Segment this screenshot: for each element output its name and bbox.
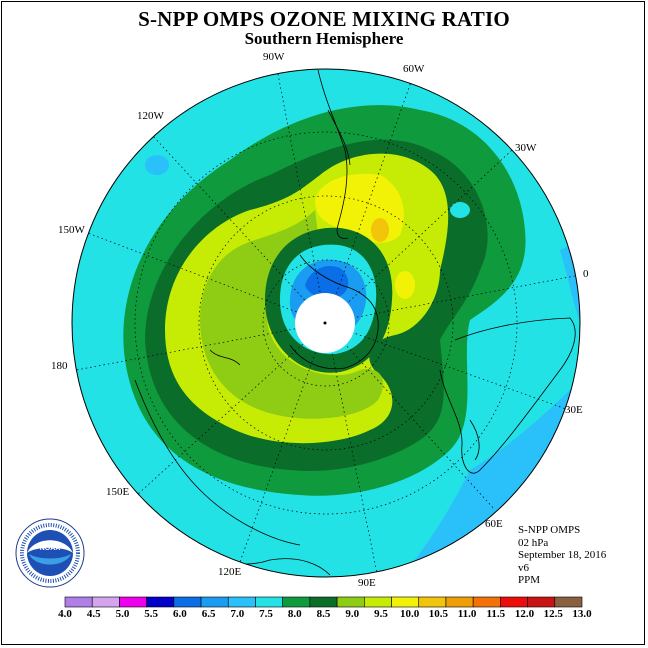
noaa-logo	[15, 518, 85, 588]
colorbar-tick-label: 8.0	[287, 608, 302, 620]
colorbar-tick-label: 4.5	[86, 608, 101, 620]
info-version: v6	[518, 561, 529, 574]
colorbar-tick-label: 5.5	[144, 608, 159, 620]
colorbar-tick-label: 13.0	[572, 608, 592, 620]
info-instrument: S-NPP OMPS	[518, 524, 581, 536]
colorbar-swatch	[146, 596, 175, 608]
colorbar-swatch	[500, 596, 528, 608]
colorbar-swatch	[91, 596, 120, 608]
colorbar-tick-label: 11.5	[486, 608, 506, 620]
lon-label-30e: 30E	[565, 404, 583, 416]
noaa-logo-text: NOAA	[39, 545, 61, 552]
lon-label-90e: 90E	[358, 577, 376, 589]
info-block: S-NPP OMPS 02 hPa September 18, 2016 v6 …	[518, 524, 606, 587]
colorbar-tick-label: 4.0	[58, 608, 72, 620]
colorbar-swatch	[472, 596, 501, 608]
colorbar-tick-label: 12.5	[543, 608, 563, 620]
field-vortex-deepblue	[305, 265, 349, 298]
colorbar-swatch	[554, 596, 583, 608]
lon-label-180: 180	[51, 360, 68, 372]
colorbar-tick-label: 7.5	[259, 608, 273, 620]
colorbar-tick-label: 10.5	[428, 608, 448, 620]
lon-label-60w: 60W	[403, 63, 425, 75]
colorbar-swatch	[364, 596, 392, 608]
lon-label-120e: 120E	[218, 566, 242, 578]
lon-label-0: 0	[583, 268, 589, 280]
lon-label-150w: 150W	[58, 224, 85, 236]
info-units: PPM	[518, 574, 541, 586]
colorbar-tick-label: 5.0	[115, 608, 130, 620]
figure-subtitle: Southern Hemisphere	[244, 29, 404, 48]
graticule	[72, 69, 580, 574]
colorbar-tick-label: 10.0	[400, 608, 420, 620]
lon-label-30w: 30W	[515, 142, 537, 154]
field-cyan-spot	[450, 202, 470, 218]
colorbar-tick-label: 9.0	[345, 608, 360, 620]
colorbar-swatch	[119, 596, 147, 608]
colorbar-tick-label: 6.0	[173, 608, 187, 620]
info-date: September 18, 2016	[518, 549, 607, 561]
lon-label-150e: 150E	[106, 486, 130, 498]
colorbar-swatch	[309, 596, 338, 608]
colorbar-swatch	[445, 596, 474, 608]
colorbar-tick-label: 9.5	[374, 608, 388, 620]
colorbar-swatch	[282, 596, 311, 608]
colorbar-swatch	[527, 596, 556, 608]
colorbar-tick-label: 6.5	[201, 608, 216, 620]
figure-title: S-NPP OMPS OZONE MIXING RATIO	[138, 7, 510, 31]
field-orange-spot	[371, 218, 389, 242]
colorbar-tick-label: 7.0	[230, 608, 245, 620]
field-blue-right	[560, 230, 580, 335]
info-pressure: 02 hPa	[518, 536, 549, 549]
colorbar-tick-label: 12.0	[514, 608, 535, 620]
colorbar-swatch	[200, 596, 229, 608]
colorbar-swatch	[227, 596, 256, 608]
colorbar-swatch	[255, 596, 283, 608]
lon-label-90w: 90W	[263, 51, 285, 63]
lon-label-120w: 120W	[137, 110, 164, 122]
field-yellow-2	[395, 271, 415, 299]
field-yellowgreen	[200, 210, 384, 419]
colorbar-tick-label: 8.5	[316, 608, 331, 620]
colorbar	[64, 596, 583, 608]
colorbar-tick-label: 11.0	[457, 608, 477, 620]
colorbar-swatch	[418, 596, 447, 608]
colorbar-swatch	[173, 596, 202, 608]
colorbar-swatch	[391, 596, 420, 608]
field-blue-spot	[145, 155, 169, 175]
map-border	[71, 68, 581, 578]
colorbar-swatch	[336, 596, 365, 608]
lon-label-60e: 60E	[485, 518, 503, 530]
colorbar-swatch	[64, 596, 93, 608]
pole-dot	[323, 321, 327, 325]
